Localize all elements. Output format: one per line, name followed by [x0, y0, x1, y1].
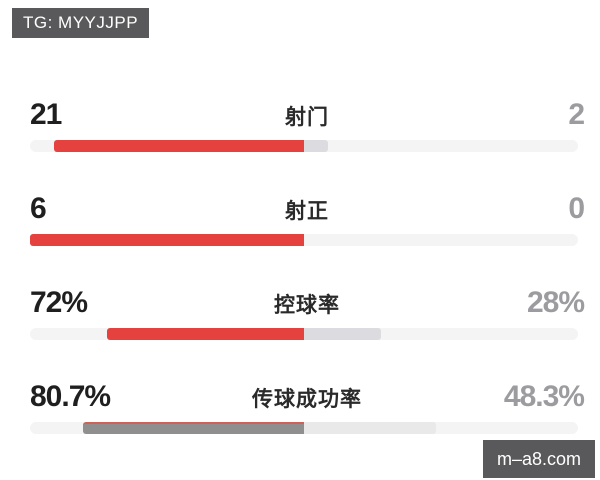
- stat-bar-track: [30, 328, 578, 340]
- stat-row-shots: 21 射门 2: [0, 98, 600, 192]
- stat-text-line: 80.7% 传球成功率 48.3%: [30, 380, 585, 414]
- home-value: 80.7%: [30, 380, 111, 413]
- stat-bar-track: [30, 234, 578, 246]
- stat-text-line: 6 射正 0: [30, 192, 585, 226]
- stat-label: 射门: [285, 106, 329, 129]
- stat-text-line: 21 射门 2: [30, 98, 585, 132]
- away-value: 2: [568, 98, 585, 131]
- stats-list: 21 射门 2 6 射正 0 72% 控球率: [0, 98, 600, 474]
- away-value: 28%: [526, 286, 585, 319]
- away-value: 48.3%: [503, 380, 585, 413]
- home-bar-fill: [82, 422, 304, 434]
- stat-bar-track: [30, 422, 578, 434]
- stat-label: 射正: [285, 200, 329, 223]
- home-value: 72%: [30, 286, 88, 319]
- watermark-site-badge: m–a8.com: [482, 440, 595, 478]
- watermark-tg-badge: TG: MYYJJPP: [12, 8, 150, 38]
- away-bar-fill: [304, 422, 437, 434]
- home-value: 6: [30, 192, 47, 225]
- stat-label: 传球成功率: [252, 388, 362, 411]
- stat-bar-track: [30, 140, 578, 152]
- stat-label: 控球率: [274, 294, 340, 317]
- stat-text-line: 72% 控球率 28%: [30, 286, 585, 320]
- stat-row-possession: 72% 控球率 28%: [0, 286, 600, 380]
- away-bar-fill: [304, 328, 381, 340]
- away-value: 0: [568, 192, 585, 225]
- home-bar-fill: [53, 140, 304, 152]
- stat-row-pass-accuracy: 80.7% 传球成功率 48.3%: [0, 380, 600, 474]
- away-bar-fill: [304, 140, 328, 152]
- home-bar-fill: [106, 328, 304, 340]
- home-value: 21: [30, 98, 62, 131]
- stat-row-shots-on-target: 6 射正 0: [0, 192, 600, 286]
- home-bar-fill: [30, 234, 304, 246]
